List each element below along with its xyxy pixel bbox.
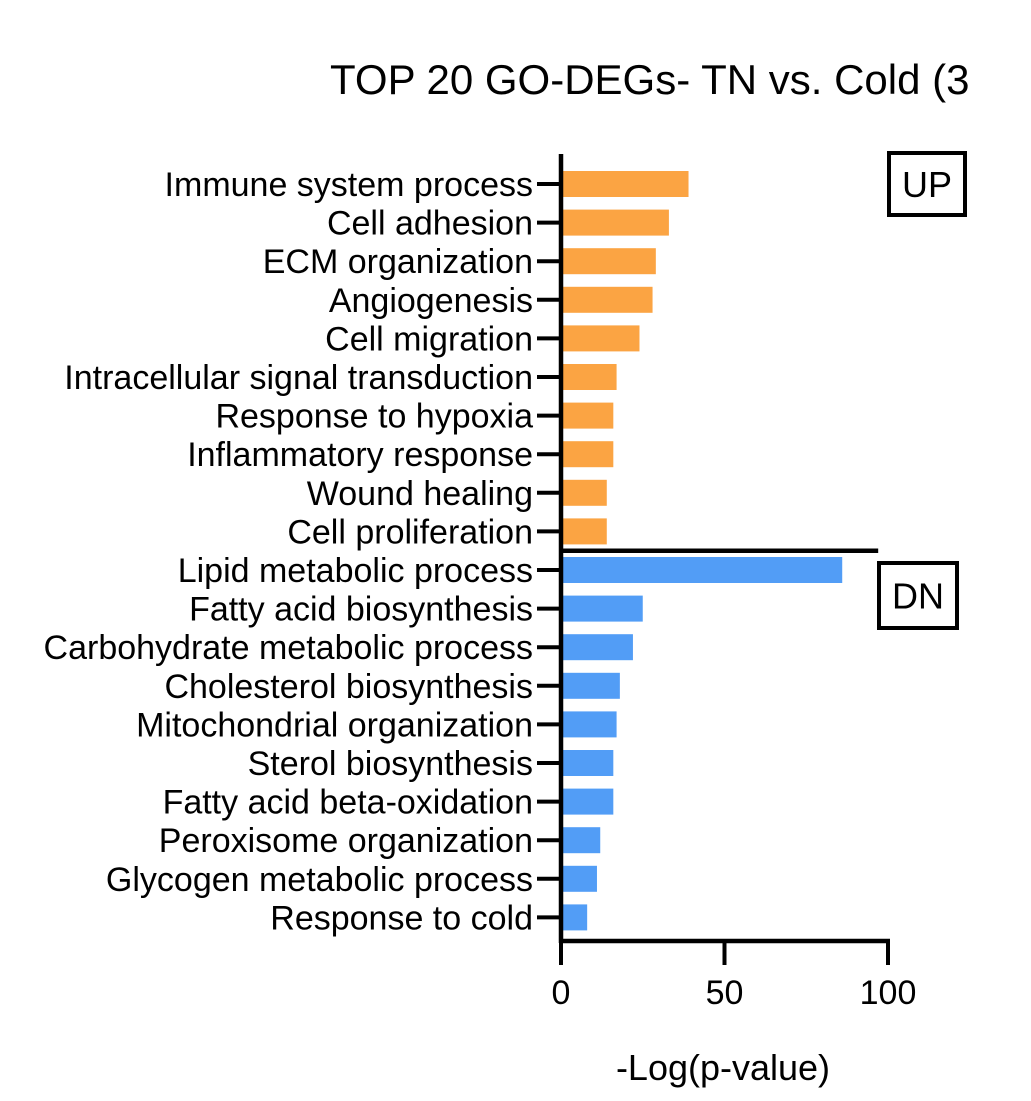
bar (563, 209, 669, 236)
bar (563, 441, 614, 468)
group-label-box (887, 151, 967, 217)
x-axis-title: -Log(p-value) (616, 1047, 830, 1088)
x-tick-label: 0 (552, 974, 571, 1012)
category-label: Immune system process (165, 166, 533, 204)
bar (563, 711, 617, 738)
category-label: Peroxisome organization (159, 822, 533, 860)
bar (563, 286, 653, 313)
chart-title: TOP 20 GO-DEGs- TN vs. Cold (3 (330, 56, 970, 103)
bar (563, 595, 643, 622)
bar (563, 672, 620, 699)
category-label: Cell adhesion (327, 205, 533, 243)
category-label: Inflammatory response (187, 436, 533, 474)
bar (563, 865, 597, 892)
bar (563, 171, 689, 197)
category-label: Carbohydrate metabolic process (44, 629, 533, 667)
group-label-box (877, 561, 959, 630)
bar (563, 325, 640, 352)
category-label: Response to hypoxia (215, 398, 533, 436)
group-label: UP (902, 164, 952, 205)
bar (563, 827, 601, 854)
category-label: Mitochondrial organization (136, 706, 533, 744)
category-label: Sterol biosynthesis (248, 745, 533, 783)
bar (563, 364, 617, 390)
category-label: Cell migration (325, 320, 533, 358)
group-label: DN (892, 576, 944, 617)
category-label: Cell proliferation (287, 513, 533, 551)
bar (563, 518, 607, 545)
bar (563, 557, 843, 583)
x-tick-label: 100 (860, 974, 917, 1012)
category-label: Response to cold (270, 899, 533, 937)
category-label: Wound healing (307, 475, 533, 513)
bar (563, 479, 607, 506)
bar (563, 750, 614, 776)
category-label: ECM organization (263, 243, 533, 281)
bar (563, 904, 588, 931)
category-label: Fatty acid biosynthesis (189, 591, 533, 629)
bar (563, 248, 656, 275)
bar (563, 634, 633, 661)
category-label: Angiogenesis (329, 282, 533, 320)
category-label: Glycogen metabolic process (106, 861, 533, 899)
category-label: Intracellular signal transduction (64, 359, 533, 397)
bar (563, 402, 614, 429)
bar (563, 788, 614, 815)
x-tick-label: 50 (706, 974, 744, 1012)
category-label: Lipid metabolic process (178, 552, 533, 590)
category-label: Fatty acid beta-oxidation (163, 784, 533, 822)
category-label: Cholesterol biosynthesis (164, 668, 533, 706)
